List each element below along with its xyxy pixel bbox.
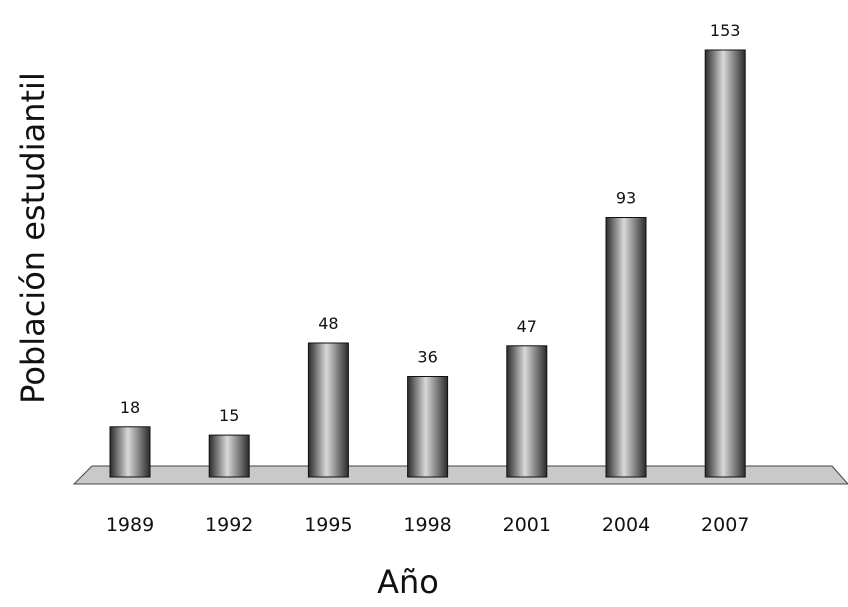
x-tick-label-2007: 2007 <box>701 514 749 536</box>
value-label-1992: 15 <box>219 406 239 425</box>
y-axis-title: Población estudiantil <box>14 72 52 404</box>
bar-1989 <box>109 426 151 478</box>
x-tick-label-1989: 1989 <box>106 514 154 536</box>
x-tick-label-2004: 2004 <box>602 514 650 536</box>
value-label-1998: 36 <box>417 348 437 367</box>
x-axis-title: Año <box>377 563 439 601</box>
bar-1995 <box>307 342 349 478</box>
x-tick-labels-group: 1989 1992 1995 1998 2001 2004 2007 <box>106 514 750 536</box>
bar-2004 <box>605 217 647 478</box>
x-tick-label-1995: 1995 <box>304 514 352 536</box>
chart-floor <box>72 465 848 485</box>
x-tick-label-2001: 2001 <box>503 514 551 536</box>
x-tick-label-1998: 1998 <box>403 514 451 536</box>
bars-group <box>109 49 746 478</box>
value-label-1989: 18 <box>120 398 140 417</box>
value-label-2001: 47 <box>517 317 537 336</box>
value-labels-group: 18 15 48 36 47 93 153 <box>120 21 741 425</box>
x-tick-label-1992: 1992 <box>205 514 253 536</box>
value-label-1995: 48 <box>318 314 338 333</box>
value-label-2007: 153 <box>710 21 741 40</box>
bar-2001 <box>506 345 548 478</box>
bar-2007 <box>704 49 746 478</box>
bar-1992 <box>208 434 250 478</box>
value-label-2004: 93 <box>616 189 636 208</box>
bar-1998 <box>407 376 449 478</box>
